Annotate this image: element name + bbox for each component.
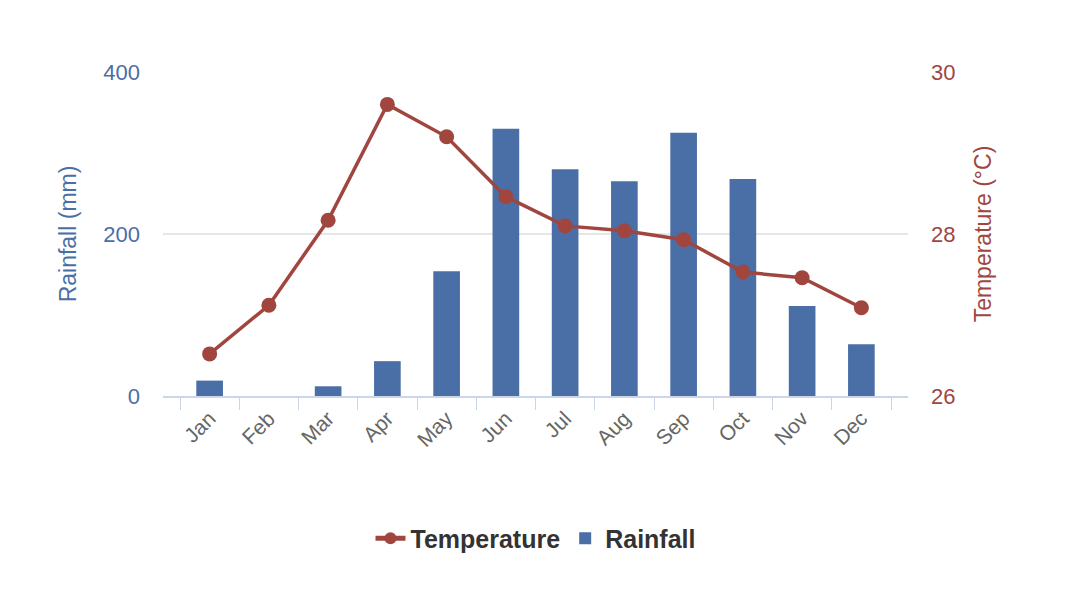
svg-text:200: 200 xyxy=(103,222,140,247)
svg-text:30: 30 xyxy=(931,60,955,85)
svg-text:Jun: Jun xyxy=(476,407,516,447)
svg-text:Mar: Mar xyxy=(297,407,339,449)
svg-text:Rainfall: Rainfall xyxy=(605,525,695,553)
svg-text:Sep: Sep xyxy=(651,407,694,450)
svg-text:Feb: Feb xyxy=(237,407,279,449)
svg-text:Nov: Nov xyxy=(770,406,813,449)
svg-text:Apr: Apr xyxy=(358,407,397,446)
svg-text:Aug: Aug xyxy=(592,407,635,450)
svg-text:Jul: Jul xyxy=(540,407,575,442)
svg-text:Jan: Jan xyxy=(180,407,220,447)
svg-text:400: 400 xyxy=(103,60,140,85)
svg-text:May: May xyxy=(413,406,458,451)
svg-text:Dec: Dec xyxy=(829,407,872,450)
svg-text:Rainfall (mm): Rainfall (mm) xyxy=(55,166,81,303)
svg-text:26: 26 xyxy=(931,384,955,409)
svg-text:Oct: Oct xyxy=(714,407,753,446)
svg-text:0: 0 xyxy=(128,384,140,409)
svg-text:Temperature (°C): Temperature (°C) xyxy=(970,146,996,323)
svg-text:28: 28 xyxy=(931,222,955,247)
svg-text:Temperature: Temperature xyxy=(411,525,561,553)
